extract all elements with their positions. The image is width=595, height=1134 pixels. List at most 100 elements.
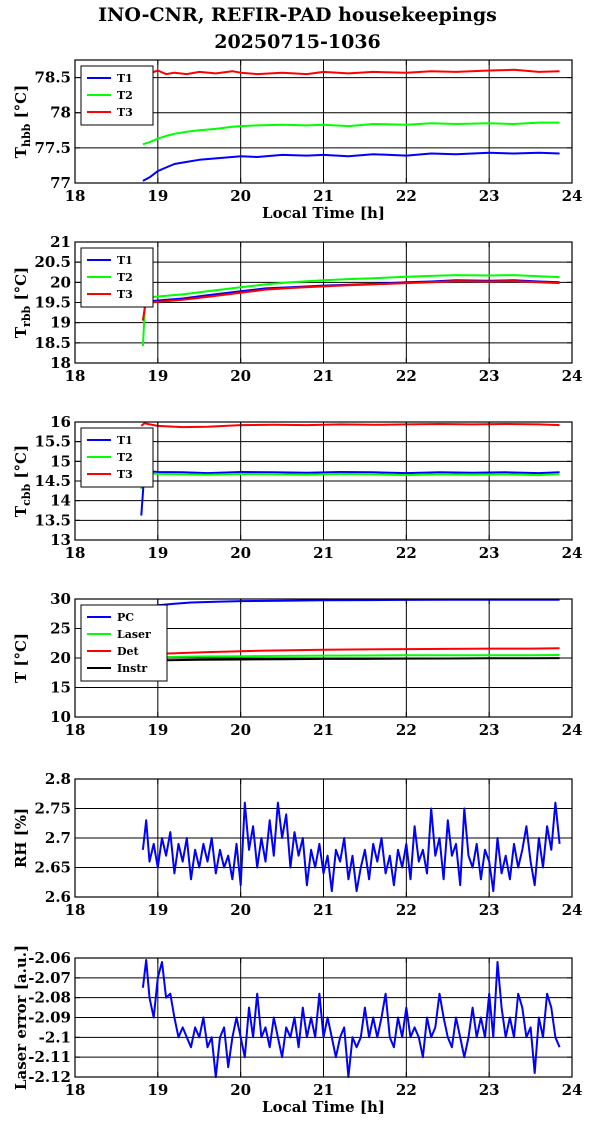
x-tick-label: 18 [65, 187, 86, 205]
series-line-t3 [141, 280, 560, 321]
series-line-laser [141, 654, 560, 659]
y-tick-label: 16 [50, 413, 71, 431]
x-tick-label: 23 [479, 721, 500, 739]
y-tick-label: 2.65 [34, 859, 71, 877]
series-line-data [141, 959, 561, 1078]
y-tick-label: 2.6 [45, 888, 71, 906]
y-tick-label: -2.06 [28, 949, 71, 967]
legend-label: T2 [117, 271, 133, 284]
legend-label: Det [117, 645, 140, 658]
y-tick-label: 78 [50, 104, 71, 122]
legend: T1 T2 T3 [80, 247, 154, 308]
y-tick-label: 20 [50, 273, 71, 291]
series-line-t1 [142, 151, 560, 182]
y-tick-label: 2.75 [34, 800, 71, 818]
legend-label: Instr [117, 662, 147, 675]
legend-label: T3 [117, 288, 133, 301]
series-line-t3 [142, 68, 560, 76]
y-tick-label: 30 [50, 590, 71, 608]
x-tick-label: 24 [562, 544, 583, 562]
y-axis-label: Thbb [°C] [12, 85, 33, 158]
y-tick-label: -2.09 [28, 1009, 71, 1027]
x-tick-label: 18 [65, 721, 86, 739]
y-axis-label: T [°C] [12, 633, 30, 683]
series-line-pc [141, 598, 560, 610]
y-tick-label: -2.07 [28, 969, 71, 987]
chart-panel-5: 18 19 20 21 22 23 24 2.6 2.65 2.7 2.75 2.8 RH [%] [12, 770, 582, 919]
y-tick-label: 18 [50, 354, 71, 372]
y-tick-label: 2.8 [45, 770, 71, 788]
figure-title: INO-CNR, REFIR-PAD housekeepings [98, 4, 497, 26]
x-tick-label: 21 [313, 721, 334, 739]
y-tick-label: 15 [50, 452, 71, 470]
legend: T1 T2 T3 [80, 65, 154, 126]
legend-label: T3 [117, 468, 133, 481]
series-line-t2 [142, 121, 560, 146]
x-tick-label: 22 [396, 1081, 417, 1099]
x-tick-label: 21 [313, 544, 334, 562]
y-tick-label: 20 [50, 649, 71, 667]
x-tick-label: 18 [65, 901, 86, 919]
x-tick-label: 24 [562, 721, 583, 739]
series-line-instr [141, 657, 560, 662]
x-tick-label: 19 [147, 901, 168, 919]
x-tick-label: 22 [396, 544, 417, 562]
y-tick-label: 14 [50, 492, 71, 510]
y-tick-label: 13.5 [34, 511, 71, 529]
y-axis-label: RH [%] [12, 808, 30, 868]
x-tick-label: 20 [230, 721, 251, 739]
x-tick-label: 19 [147, 1081, 168, 1099]
y-tick-label: 25 [50, 620, 71, 638]
series-line-t2 [141, 274, 560, 347]
x-tick-label: 24 [562, 187, 583, 205]
x-tick-label: 19 [147, 187, 168, 205]
x-tick-label: 18 [65, 544, 86, 562]
x-tick-label: 23 [479, 367, 500, 385]
x-tick-label: 21 [313, 901, 334, 919]
x-axis-label: Local Time [h] [262, 1098, 385, 1116]
y-tick-label: 15 [50, 679, 71, 697]
series-line-t1 [140, 468, 560, 516]
figure-subtitle: 20250715-1036 [214, 31, 381, 53]
y-axis-label: Trbb [°C] [12, 267, 33, 338]
y-tick-label: -2.1 [39, 1028, 71, 1046]
x-tick-label: 19 [147, 721, 168, 739]
x-tick-label: 21 [313, 1081, 334, 1099]
y-tick-label: 77.5 [34, 139, 71, 157]
y-axis-label: Laser error [a.u.] [12, 945, 30, 1090]
y-tick-label: -2.12 [28, 1068, 71, 1086]
x-tick-label: 20 [230, 1081, 251, 1099]
y-tick-label: 14.5 [34, 472, 71, 490]
chart-panel-4: 18 19 20 21 22 23 24 10 15 20 25 30 T [°C] PC Laser Det… [12, 590, 582, 739]
x-tick-label: 20 [230, 901, 251, 919]
y-tick-label: 10 [50, 708, 71, 726]
x-tick-label: 23 [479, 187, 500, 205]
y-tick-label: 21 [50, 233, 71, 251]
legend-label: T1 [117, 72, 133, 85]
series-line-data [141, 801, 561, 893]
series-line-t2 [140, 471, 560, 490]
x-tick-label: 21 [313, 367, 334, 385]
legend-label: T1 [117, 434, 133, 447]
y-tick-label: 77 [50, 174, 71, 192]
y-tick-label: -2.08 [28, 989, 71, 1007]
x-tick-label: 20 [230, 367, 251, 385]
y-tick-label: 20.5 [34, 253, 71, 271]
y-tick-label: 13 [50, 531, 71, 549]
legend: T1 T2 T3 [80, 427, 154, 488]
x-tick-label: 20 [230, 544, 251, 562]
x-tick-label: 18 [65, 1081, 86, 1099]
y-tick-label: 19 [50, 314, 71, 332]
y-axis-label: Tcbb [°C] [12, 445, 33, 517]
y-tick-label: 19.5 [34, 294, 71, 312]
y-tick-label: -2.11 [28, 1048, 71, 1066]
x-tick-label: 24 [562, 367, 583, 385]
y-tick-label: 2.7 [45, 829, 71, 847]
chart-panel-2: 18 19 20 21 22 23 24 18 18.5 19 19.5 20 20.5 21 Trbb [… [12, 233, 582, 385]
x-tick-label: 24 [562, 901, 583, 919]
x-tick-label: 23 [479, 544, 500, 562]
x-tick-label: 24 [562, 1081, 583, 1099]
